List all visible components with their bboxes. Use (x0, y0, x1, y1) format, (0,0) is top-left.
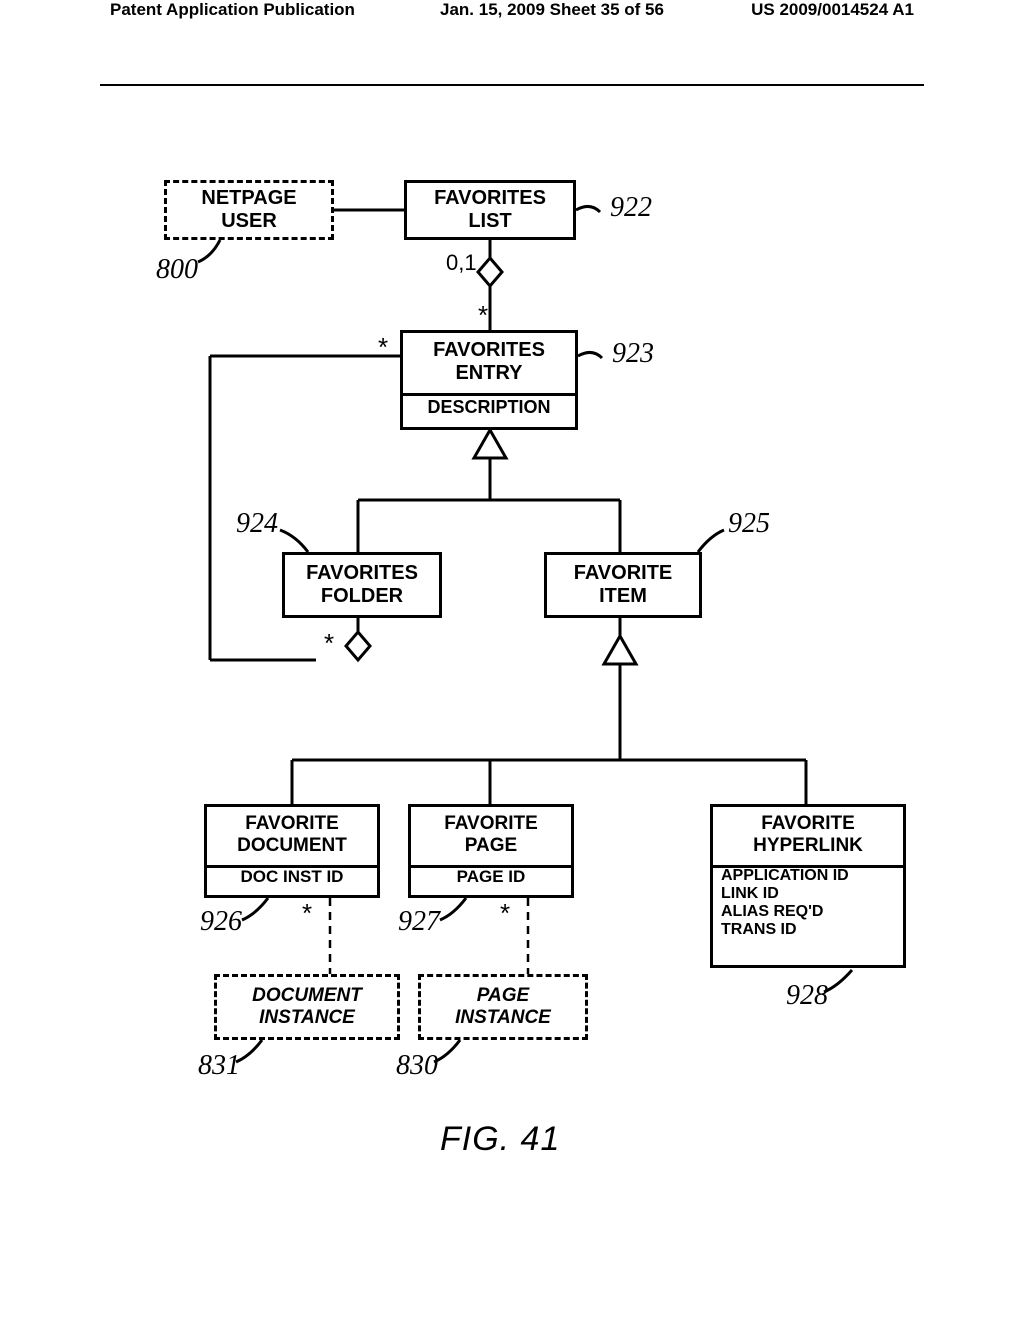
line: ENTRY (403, 362, 575, 385)
mult-folder-star: * (324, 628, 334, 659)
section-line (710, 865, 906, 868)
ref-925: 925 (728, 508, 770, 540)
section-line (408, 865, 574, 868)
diagram: NETPAGE USER 800 FAVORITES LIST 922 0,1 … (0, 0, 1024, 1320)
line: PAGE (411, 835, 571, 857)
box-favorite-document: FAVORITE DOCUMENT DOC INST ID (204, 804, 380, 898)
line: PAGE (421, 985, 585, 1007)
section-line (400, 393, 578, 396)
box-document-instance: DOCUMENT INSTANCE (214, 974, 400, 1040)
box-favorite-item: FAVORITE ITEM (544, 552, 702, 618)
attr: DESCRIPTION (403, 397, 575, 418)
attr: ALIAS REQ'D (713, 903, 903, 921)
line: FAVORITES (403, 339, 575, 362)
line: FAVORITE (547, 562, 699, 585)
line: DOCUMENT (207, 835, 377, 857)
box-favorite-page: FAVORITE PAGE PAGE ID (408, 804, 574, 898)
box-favorite-hyperlink: FAVORITE HYPERLINK APPLICATION ID LINK I… (710, 804, 906, 968)
attr: DOC INST ID (207, 867, 377, 887)
ref-926: 926 (200, 906, 242, 938)
line: HYPERLINK (713, 835, 903, 857)
box-favorites-list: FAVORITES LIST (404, 180, 576, 240)
ref-831: 831 (198, 1050, 240, 1082)
mult-page-star: * (500, 898, 510, 929)
line: NETPAGE (167, 187, 331, 210)
attr: APPLICATION ID (713, 867, 903, 885)
ref-830: 830 (396, 1050, 438, 1082)
line: FAVORITES (407, 187, 573, 210)
ref-924: 924 (236, 508, 278, 540)
mult-star-top: * (478, 300, 488, 331)
line: LIST (407, 210, 573, 233)
box-favorites-folder: FAVORITES FOLDER (282, 552, 442, 618)
line: ITEM (547, 585, 699, 608)
attr: PAGE ID (411, 867, 571, 887)
line: USER (167, 210, 331, 233)
mult-doc-star: * (302, 898, 312, 929)
ref-923: 923 (612, 338, 654, 370)
line: INSTANCE (421, 1007, 585, 1029)
mult-01: 0,1 (446, 250, 477, 276)
box-page-instance: PAGE INSTANCE (418, 974, 588, 1040)
line: FAVORITE (207, 813, 377, 835)
mult-star-left: * (378, 332, 388, 363)
figure-label: FIG. 41 (440, 1120, 560, 1159)
attr: LINK ID (713, 885, 903, 903)
ref-922: 922 (610, 192, 652, 224)
ref-928: 928 (786, 980, 828, 1012)
line: DOCUMENT (217, 985, 397, 1007)
attr: TRANS ID (713, 921, 903, 939)
line: FAVORITE (713, 813, 903, 835)
box-favorites-entry: FAVORITES ENTRY DESCRIPTION (400, 330, 578, 430)
line: FAVORITES (285, 562, 439, 585)
box-netpage-user: NETPAGE USER (164, 180, 334, 240)
page: Patent Application Publication Jan. 15, … (0, 0, 1024, 1320)
line: FOLDER (285, 585, 439, 608)
section-line (204, 865, 380, 868)
ref-800: 800 (156, 254, 198, 286)
line: INSTANCE (217, 1007, 397, 1029)
line: FAVORITE (411, 813, 571, 835)
ref-927: 927 (398, 906, 440, 938)
